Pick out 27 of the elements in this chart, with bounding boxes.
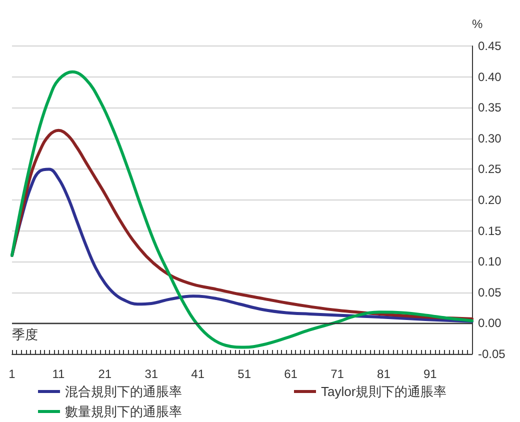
x-tick-label: 91 (424, 367, 438, 381)
y-axis-title: % (472, 17, 483, 31)
y-tick-label: -0.05 (478, 347, 506, 361)
x-tick-label: 1 (8, 367, 16, 381)
y-tick-label: 0.00 (478, 316, 502, 330)
x-tick-label: 51 (238, 367, 252, 381)
x-tick-label: 11 (52, 367, 66, 381)
y-tick-label: 0.10 (478, 254, 502, 269)
legend-label: Taylor規則下的通脹率 (321, 384, 447, 399)
line-series (10, 70, 474, 349)
y-tick-label: 0.20 (478, 193, 502, 207)
x-tick-label: 61 (284, 367, 298, 381)
y-tick-label: 0.35 (478, 100, 502, 115)
x-tick-label: 71 (330, 367, 344, 381)
x-axis-title: 季度 (12, 327, 38, 342)
y-tick-label: 0.15 (478, 224, 502, 238)
x-tick-label: 81 (377, 367, 391, 381)
legend-label: 數量規則下的通脹率 (65, 404, 182, 419)
legend-label: 混合規則下的通脹率 (65, 384, 182, 399)
y-tick-label: 0.05 (478, 285, 502, 300)
x-tick-label: 21 (98, 367, 112, 381)
y-tick-label: 0.25 (478, 162, 502, 176)
y-tick-label: 0.45 (478, 39, 502, 53)
x-tick-label: 31 (144, 367, 158, 381)
y-tick-label: 0.30 (478, 131, 502, 146)
y-tick-label: 0.40 (478, 70, 502, 84)
x-tick-label: 41 (191, 367, 205, 381)
